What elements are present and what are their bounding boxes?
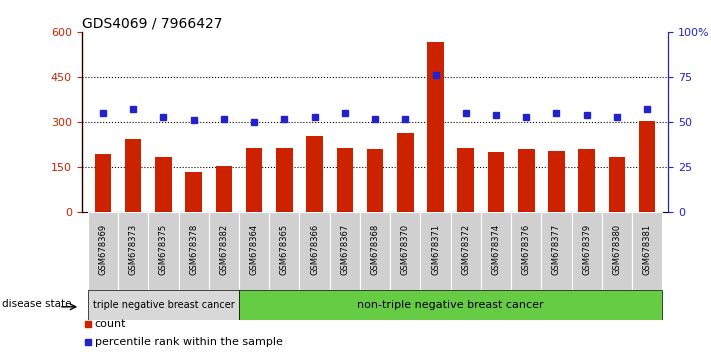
Text: GSM678375: GSM678375 <box>159 224 168 275</box>
Bar <box>155 157 172 212</box>
Bar <box>457 148 474 212</box>
Text: GSM678376: GSM678376 <box>522 224 530 275</box>
Bar <box>299 212 330 290</box>
Bar <box>149 212 178 290</box>
Bar <box>639 121 656 212</box>
Text: triple negative breast cancer: triple negative breast cancer <box>92 300 235 310</box>
Text: GSM678379: GSM678379 <box>582 224 592 275</box>
Bar <box>239 290 662 320</box>
Text: non-triple negative breast cancer: non-triple negative breast cancer <box>358 300 544 310</box>
Bar <box>88 212 118 290</box>
Text: GSM678364: GSM678364 <box>250 224 259 275</box>
Text: GSM678372: GSM678372 <box>461 224 470 275</box>
Bar <box>367 149 383 212</box>
Bar <box>125 139 141 212</box>
Text: GSM678365: GSM678365 <box>280 224 289 275</box>
Bar <box>209 212 239 290</box>
Bar <box>306 136 323 212</box>
Text: GSM678381: GSM678381 <box>643 224 652 275</box>
Bar <box>95 154 111 212</box>
Bar <box>397 133 414 212</box>
Bar <box>246 148 262 212</box>
Text: GSM678368: GSM678368 <box>370 224 380 275</box>
Bar <box>632 212 662 290</box>
Bar <box>360 212 390 290</box>
Bar <box>215 166 232 212</box>
Text: GDS4069 / 7966427: GDS4069 / 7966427 <box>82 16 223 30</box>
Text: percentile rank within the sample: percentile rank within the sample <box>95 337 282 347</box>
Text: GSM678374: GSM678374 <box>491 224 501 275</box>
Bar <box>609 157 625 212</box>
Text: GSM678382: GSM678382 <box>220 224 228 275</box>
Text: GSM678380: GSM678380 <box>612 224 621 275</box>
Bar <box>541 212 572 290</box>
Bar <box>276 148 293 212</box>
Bar <box>518 149 535 212</box>
Bar <box>602 212 632 290</box>
Bar <box>390 212 420 290</box>
Text: GSM678366: GSM678366 <box>310 224 319 275</box>
Text: GSM678373: GSM678373 <box>129 224 138 275</box>
Bar <box>427 42 444 212</box>
Bar <box>481 212 511 290</box>
Text: GSM678367: GSM678367 <box>341 224 349 275</box>
Bar <box>178 212 209 290</box>
Bar <box>330 212 360 290</box>
Bar <box>578 149 595 212</box>
Bar <box>548 151 565 212</box>
Bar <box>451 212 481 290</box>
Bar <box>118 212 149 290</box>
Bar <box>239 212 269 290</box>
Bar <box>269 212 299 290</box>
Bar <box>186 172 202 212</box>
Text: GSM678371: GSM678371 <box>431 224 440 275</box>
Text: GSM678369: GSM678369 <box>98 224 107 275</box>
Bar <box>511 212 541 290</box>
Bar <box>488 152 504 212</box>
Text: count: count <box>95 319 126 329</box>
Text: GSM678370: GSM678370 <box>401 224 410 275</box>
Bar <box>336 148 353 212</box>
Bar <box>572 212 602 290</box>
Bar <box>420 212 451 290</box>
Text: disease state: disease state <box>1 299 71 309</box>
Text: GSM678377: GSM678377 <box>552 224 561 275</box>
Text: GSM678378: GSM678378 <box>189 224 198 275</box>
Bar <box>88 290 239 320</box>
